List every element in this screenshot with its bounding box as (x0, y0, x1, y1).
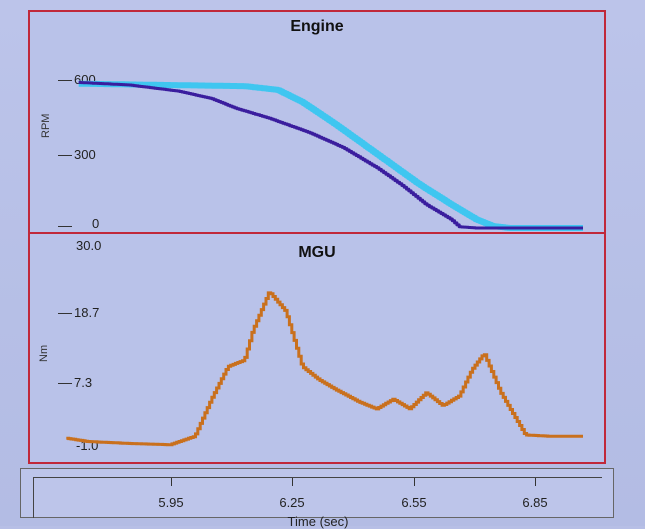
engine-series-0-line (78, 80, 584, 231)
xtick-6-55-mark (414, 478, 415, 486)
mgu-ytick-18-7-mark (58, 313, 72, 314)
engine-plot-area (78, 80, 584, 231)
engine-ytick-600-mark (58, 80, 72, 81)
engine-ytick-0-label: 0 (92, 216, 100, 231)
mgu-plot-area (66, 291, 583, 447)
xtick-5-95-mark (171, 478, 172, 486)
mgu-chart-title: MGU (298, 244, 336, 261)
xtick-6-85-label: 6.85 (522, 495, 548, 510)
time-axis-panel: 5.95 6.25 6.55 6.85 Time (sec) (20, 468, 614, 529)
xtick-6-85-mark (535, 478, 536, 486)
mgu-ytick-18-7-label: 18.7 (74, 305, 100, 320)
engine-ytick-0-mark (58, 226, 72, 227)
xtick-6-25-label: 6.25 (279, 495, 305, 510)
xtick-5-95-label: 5.95 (158, 495, 184, 510)
engine-chart-title: Engine (290, 18, 344, 35)
xtick-6-25-mark (292, 478, 293, 486)
mgu-chart-panel: MGU Nm 30.0 18.7 7.3 -1.0 (28, 232, 606, 464)
mgu-ytick-30-label: 30.0 (76, 238, 102, 253)
engine-chart-panel: Engine RPM 600 300 0 (28, 10, 606, 236)
engine-series-1-line (78, 81, 583, 230)
time-axis-frame: 5.95 6.25 6.55 6.85 Time (sec) (33, 477, 602, 529)
time-axis-label: Time (sec) (287, 514, 349, 529)
xtick-6-55-label: 6.55 (401, 495, 427, 510)
engine-ytick-300-mark (58, 155, 72, 156)
mgu-ytick-7-3-label: 7.3 (74, 375, 93, 390)
engine-ytick-300-label: 300 (74, 147, 96, 162)
mgu-ytick-7-3-mark (58, 383, 72, 384)
mgu-series-0-line (66, 291, 583, 447)
